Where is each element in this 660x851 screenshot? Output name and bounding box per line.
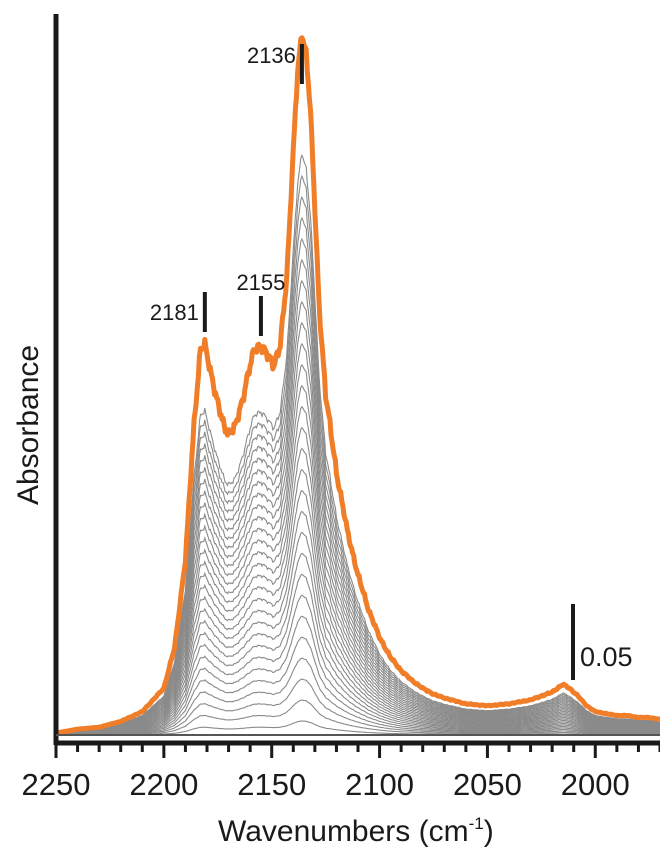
intermediate-spectrum-line: [55, 468, 660, 735]
intermediate-spectrum-line: [55, 552, 660, 736]
series-layer: [55, 153, 660, 736]
intermediate-spectrum-line: [55, 279, 660, 735]
intermediate-spectrum-line: [55, 405, 660, 735]
peak-label: 2181: [150, 300, 199, 325]
intermediate-spectrum-line: [55, 216, 660, 735]
intermediate-spectrum-line: [56, 426, 660, 735]
intermediate-spectrum-line: [55, 258, 660, 735]
x-axis-title-sup: -1: [469, 814, 484, 833]
intermediate-spectrum-line: [55, 573, 660, 736]
peak-label: 2155: [236, 270, 285, 295]
x-tick-label: 2000: [561, 767, 630, 802]
intermediate-spectrum-line: [55, 384, 660, 735]
x-tick-label: 2200: [129, 767, 198, 802]
x-tick-label: 2100: [345, 767, 414, 802]
x-axis-title: Wavenumbers (cm-1): [218, 814, 494, 848]
intermediate-spectrum-line: [56, 489, 660, 735]
final-spectrum-line: [54, 35, 660, 736]
intermediate-spectrum-line: [55, 195, 660, 735]
scale-bar-label: 0.05: [580, 642, 633, 672]
intermediate-spectrum-line: [55, 363, 660, 735]
y-axis-title: Absorbance: [12, 345, 45, 505]
intermediate-spectrum-line: [56, 594, 660, 736]
intermediate-spectrum-line: [55, 321, 660, 735]
x-tick-label: 2250: [22, 767, 91, 802]
x-tick-label: 2150: [237, 767, 306, 802]
intermediate-spectrum-line: [56, 699, 660, 736]
intermediate-spectrum-line: [55, 615, 660, 736]
peak-label: 2136: [247, 43, 296, 68]
x-axis-title-main: Wavenumbers (cm: [218, 815, 469, 848]
peak-markers: 2181 2155 2136: [150, 43, 304, 336]
final-series-layer: [54, 35, 660, 736]
intermediate-spectrum-line: [56, 678, 660, 736]
intermediate-spectrum-line: [56, 531, 660, 735]
intermediate-spectrum-line: [55, 153, 660, 734]
intermediate-spectrum-line: [56, 636, 660, 736]
x-axis-title-tail: ): [484, 815, 494, 848]
intermediate-spectrum-line: [55, 237, 660, 735]
x-tick-label: 2050: [453, 767, 522, 802]
intermediate-spectrum-line: [56, 657, 660, 736]
x-ticks: 2250 2200 2150 2100 2050 2000: [22, 745, 660, 802]
intermediate-spectrum-line: [55, 342, 660, 735]
intermediate-spectrum-line: [55, 510, 660, 735]
intermediate-spectrum-line: [55, 174, 660, 734]
intermediate-spectrum-line: [55, 447, 660, 735]
intermediate-spectrum-line: [55, 300, 660, 735]
